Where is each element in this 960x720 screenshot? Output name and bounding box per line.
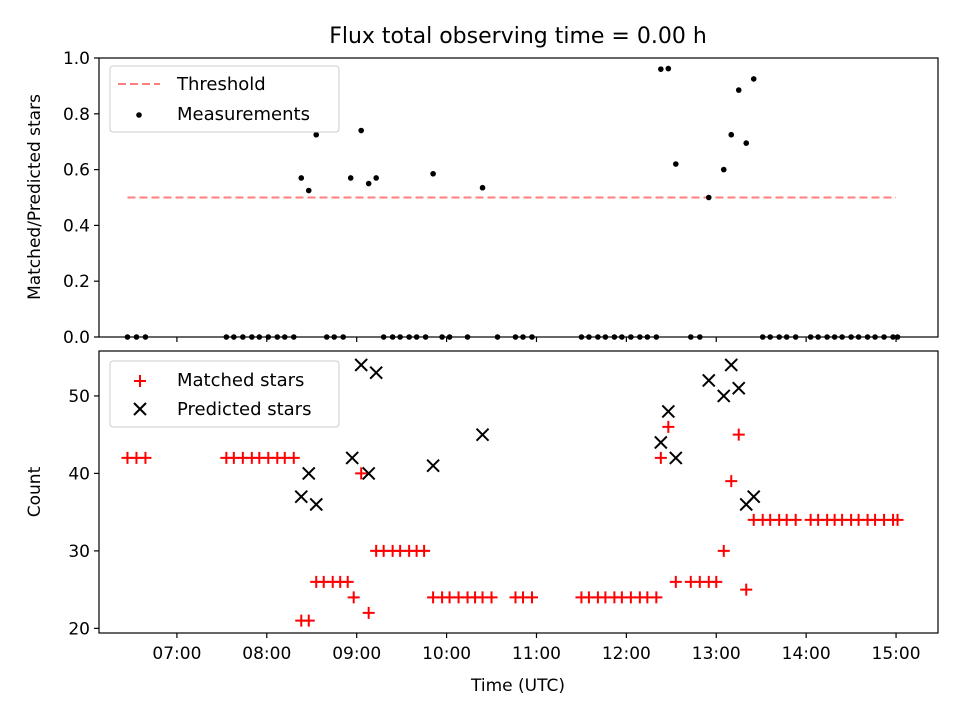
measurement-point xyxy=(479,184,486,191)
matched-stars-point xyxy=(710,575,723,588)
top-legend: Threshold Measurements xyxy=(109,65,340,133)
top-y-tick-label: 1.0 xyxy=(63,49,90,69)
matched-stars-point xyxy=(341,575,354,588)
bottom-x-tick-label: 14:00 xyxy=(782,644,831,664)
matched-stars-point xyxy=(362,606,375,619)
bottom-x-tick-label: 10:00 xyxy=(422,644,471,664)
top-axes-frame xyxy=(98,57,939,338)
bottom-plot-marks xyxy=(121,358,904,627)
predicted-stars-point xyxy=(294,489,308,504)
bottom-y-tick-label: 50 xyxy=(68,387,90,407)
measurement-point xyxy=(430,170,436,177)
predicted-stars-point xyxy=(661,404,676,419)
bottom-y-axis-label: Count xyxy=(25,466,45,517)
predicted-stars-point xyxy=(309,497,323,512)
legend-predicted-swatch xyxy=(133,402,147,416)
measurement-point xyxy=(665,65,672,72)
legend-matched-label: Matched stars xyxy=(177,370,304,391)
predicted-stars-point xyxy=(369,365,383,380)
top-y-tick-label: 0.0 xyxy=(63,328,90,348)
matched-stars-point xyxy=(139,451,152,464)
measurement-point xyxy=(743,140,750,146)
top-plot-marks xyxy=(124,65,901,340)
legend-measurements-swatch xyxy=(136,112,142,118)
matched-stars-point xyxy=(525,591,538,604)
bottom-legend: Matched stars Predicted stars xyxy=(109,360,340,428)
bottom-y-tick-label: 40 xyxy=(68,464,90,484)
legend-threshold-label: Threshold xyxy=(176,74,266,95)
bottom-x-tick-label: 12:00 xyxy=(602,644,651,664)
measurement-point xyxy=(358,127,364,134)
matched-stars-point xyxy=(662,420,675,433)
bottom-x-tick-label: 15:00 xyxy=(872,644,921,664)
matched-stars-point xyxy=(355,467,368,480)
predicted-stars-point xyxy=(426,458,440,473)
bottom-y-tick-label: 30 xyxy=(68,542,90,562)
predicted-stars-point xyxy=(361,466,376,481)
bottom-x-tick-label: 07:00 xyxy=(152,644,201,664)
matched-stars-point xyxy=(717,544,730,557)
matched-stars-point xyxy=(418,544,431,557)
predicted-stars-point xyxy=(475,427,490,442)
matched-stars-point xyxy=(669,575,682,588)
predicted-stars-point xyxy=(345,451,359,465)
bottom-x-axis-label: Time (UTC) xyxy=(470,676,565,696)
measurement-point xyxy=(313,131,320,138)
bottom-x-axis-ticks: 07:00 08:00 09:00 10:00 11:00 12:00 13:00 14:00… xyxy=(152,633,921,664)
measurement-point xyxy=(705,194,712,201)
predicted-stars-point xyxy=(669,451,683,465)
matched-stars-point xyxy=(347,591,360,604)
predicted-stars-point xyxy=(724,358,738,372)
predicted-stars-point xyxy=(747,489,761,504)
measurement-point xyxy=(373,175,379,181)
bottom-panel: 20 30 40 50 07:00 08:00 09:00 10:00 11:00 12:00 1… xyxy=(25,350,939,696)
predicted-stars-point xyxy=(702,373,716,388)
top-y-tick-label: 0.6 xyxy=(63,161,90,181)
matched-stars-point xyxy=(287,451,300,464)
measurement-point xyxy=(305,187,312,194)
bottom-x-tick-label: 08:00 xyxy=(242,644,291,664)
legend-measurements-label: Measurements xyxy=(177,104,310,125)
top-y-axis-label: Matched/Predicted stars xyxy=(25,94,45,300)
legend-predicted-label: Predicted stars xyxy=(177,399,311,420)
bottom-x-tick-label: 09:00 xyxy=(332,644,381,664)
measurement-point xyxy=(298,175,305,181)
measurement-point xyxy=(658,66,664,72)
bottom-x-tick-label: 13:00 xyxy=(692,644,741,664)
bottom-y-axis-ticks: 20 30 40 50 xyxy=(68,387,99,639)
measurement-point xyxy=(735,87,742,93)
measurement-point xyxy=(720,166,727,173)
measurement-point xyxy=(673,161,679,167)
measurement-point xyxy=(347,175,354,181)
predicted-stars-point xyxy=(302,466,316,481)
predicted-stars-point xyxy=(717,389,731,403)
predicted-stars-point xyxy=(732,381,746,395)
bottom-x-tick-label: 11:00 xyxy=(512,644,561,664)
matched-stars-point xyxy=(650,591,663,604)
top-panel: 0.0 0.2 0.4 0.6 0.8 1.0 Matched/Predicted sta… xyxy=(25,49,939,348)
legend-matched-swatch xyxy=(134,375,146,387)
bottom-y-tick-label: 20 xyxy=(68,619,90,639)
matched-stars-point xyxy=(789,513,802,526)
figure-title: Flux total observing time = 0.00 h xyxy=(329,24,707,49)
matched-stars-point xyxy=(891,513,904,526)
measurement-point xyxy=(750,76,757,82)
bottom-axes-frame xyxy=(98,350,939,634)
matched-stars-point xyxy=(732,428,745,441)
matched-stars-point xyxy=(725,475,738,488)
measurement-point xyxy=(728,131,735,138)
matched-stars-point xyxy=(302,614,315,627)
top-y-axis-ticks: 0.0 0.2 0.4 0.6 0.8 1.0 xyxy=(63,49,99,348)
matched-stars-point xyxy=(485,591,498,604)
top-y-tick-label: 0.2 xyxy=(63,272,90,292)
top-y-tick-label: 0.4 xyxy=(63,216,90,236)
matched-stars-point xyxy=(740,583,753,596)
top-y-tick-label: 0.8 xyxy=(63,105,90,125)
top-x-axis-ticks xyxy=(176,337,897,342)
measurement-point xyxy=(365,180,372,187)
predicted-stars-point xyxy=(654,435,668,450)
matched-stars-point xyxy=(654,451,667,464)
predicted-stars-point xyxy=(354,358,368,372)
